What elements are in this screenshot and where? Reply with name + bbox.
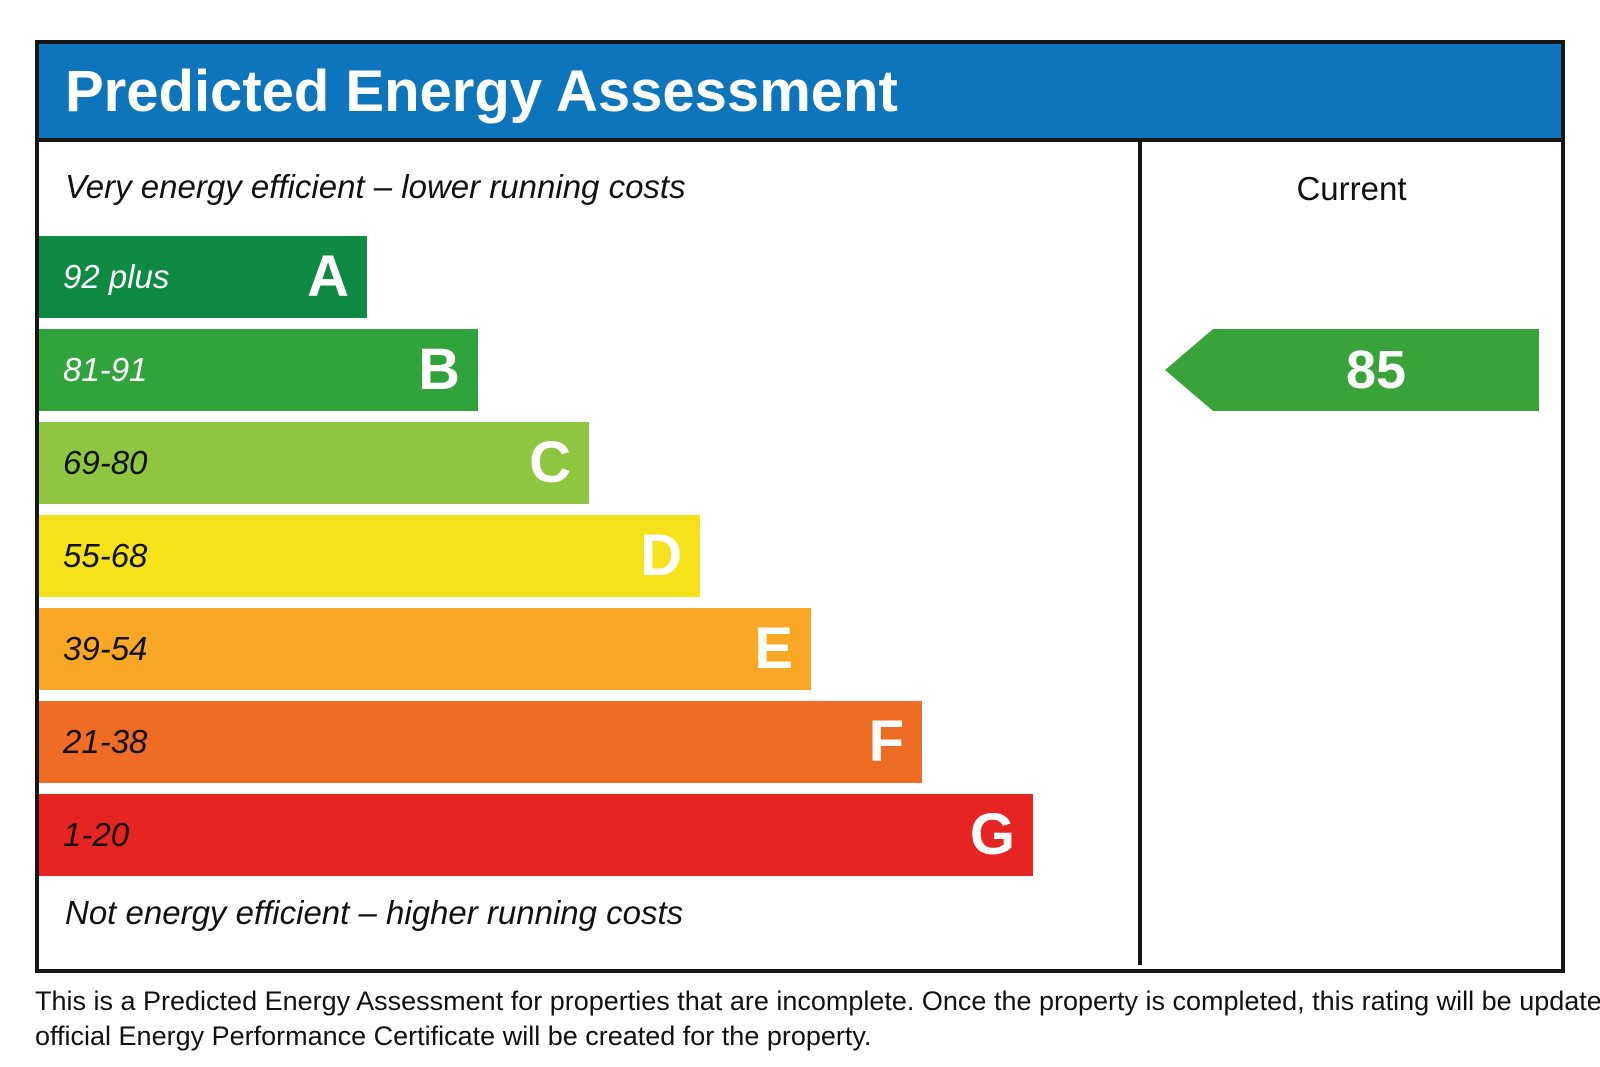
band-row-f: 21-38 F [39, 701, 922, 783]
page-title: Predicted Energy Assessment [65, 58, 898, 124]
chart-body: Very energy efficient – lower running co… [39, 142, 1561, 965]
band-letter: F [868, 709, 904, 774]
current-rating-arrow: 85 [1165, 329, 1539, 411]
band-letter: B [418, 337, 460, 402]
current-rating-value: 85 [1345, 340, 1407, 400]
epc-chart-box: Predicted Energy Assessment Very energy … [35, 40, 1565, 973]
current-rating-column: Current 85 [1138, 142, 1561, 965]
arrow-tip-icon [1165, 329, 1213, 411]
band-range-label: 81-91 [63, 351, 148, 388]
band-row-a: 92 plus A [39, 236, 367, 318]
band-letter: E [754, 616, 793, 681]
band-row-d: 55-68 D [39, 515, 700, 597]
band-row-g: 1-20 G [39, 794, 1033, 876]
band-range-label: 21-38 [63, 723, 148, 760]
band-letter: A [307, 244, 349, 309]
footer-note-line2: official Energy Performance Certificate … [35, 1021, 872, 1051]
band-row-c: 69-80 C [39, 422, 589, 504]
band-range-label: 55-68 [63, 537, 148, 574]
band-row-e: 39-54 E [39, 608, 811, 690]
band-range-label: 92 plus [63, 258, 170, 295]
top-caption: Very energy efficient – lower running co… [65, 168, 686, 205]
band-letter: D [640, 523, 682, 588]
band-letter: G [969, 802, 1015, 867]
current-column-header: Current [1296, 170, 1407, 207]
band-range-label: 39-54 [63, 630, 148, 667]
bottom-caption: Not energy efficient – higher running co… [65, 894, 684, 931]
footer-note-line1: This is a Predicted Energy Assessment fo… [35, 986, 1600, 1016]
band-range-label: 69-80 [63, 444, 148, 481]
arrow-shaft: 85 [1213, 329, 1539, 411]
chart-header: Predicted Energy Assessment [39, 44, 1561, 142]
band-row-b: 81-91 B [39, 329, 478, 411]
band-range-label: 1-20 [63, 816, 130, 853]
footer-note: This is a Predicted Energy Assessment fo… [35, 984, 1600, 1054]
band-letter: C [529, 430, 571, 495]
energy-bands-region: Very energy efficient – lower running co… [39, 142, 1138, 965]
